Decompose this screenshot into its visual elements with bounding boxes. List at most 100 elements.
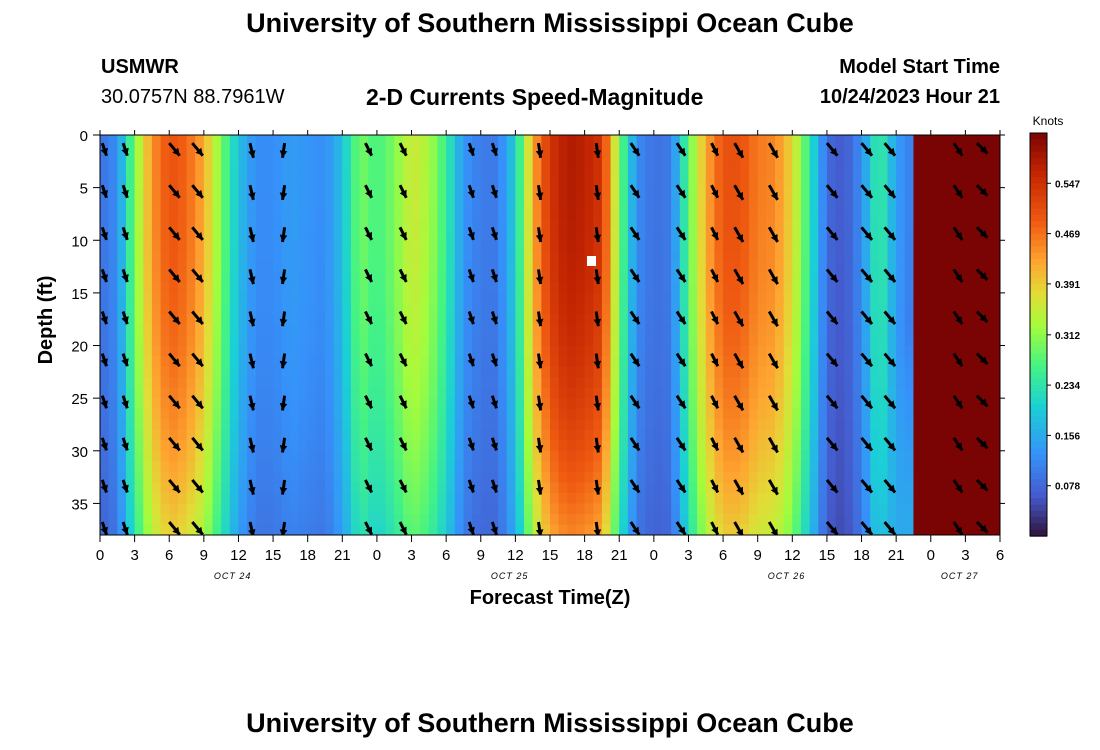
- heatmap-cell: [671, 313, 681, 326]
- heatmap-cell: [307, 187, 317, 199]
- heatmap-cell: [160, 440, 170, 452]
- heatmap-cell: [143, 303, 153, 315]
- heatmap-cell: [186, 513, 196, 526]
- heatmap-cell: [177, 398, 188, 410]
- heatmap-cell: [705, 471, 716, 483]
- heatmap-cell: [792, 208, 802, 220]
- heatmap-cell: [627, 324, 638, 336]
- heatmap-cell: [835, 271, 845, 283]
- heatmap-cell: [255, 303, 266, 315]
- heatmap-cell: [775, 513, 785, 526]
- heatmap-cell: [117, 208, 127, 220]
- heatmap-cell: [826, 408, 837, 420]
- heatmap-cell: [636, 513, 646, 526]
- heatmap-cell: [627, 440, 638, 452]
- heatmap-cell: [350, 440, 361, 452]
- heatmap-cell: [541, 387, 551, 399]
- heatmap-cell: [247, 240, 257, 252]
- heatmap-cell: [809, 240, 819, 252]
- heatmap-cell: [160, 335, 170, 347]
- heatmap-cell: [852, 313, 863, 326]
- heatmap-cell: [125, 387, 136, 399]
- heatmap-cell: [480, 324, 491, 336]
- heatmap-cell: [818, 366, 828, 378]
- heatmap-cell: [627, 282, 638, 294]
- heatmap-cell: [255, 398, 266, 410]
- heatmap-cell: [195, 387, 205, 399]
- heatmap-cell: [134, 250, 144, 262]
- heatmap-cell: [757, 292, 767, 305]
- heatmap-cell: [385, 429, 395, 441]
- heatmap-cell: [550, 387, 560, 399]
- heatmap-cell: [506, 492, 516, 505]
- heatmap-cell: [281, 198, 291, 210]
- heatmap-cell: [913, 282, 923, 294]
- heatmap-cell: [783, 145, 793, 157]
- heatmap-cell: [965, 292, 975, 305]
- heatmap-cell: [203, 303, 214, 315]
- colorbar-segment: [1030, 139, 1047, 147]
- heatmap-cell: [818, 524, 828, 535]
- heatmap-cell: [956, 166, 966, 178]
- heatmap-cell: [636, 398, 646, 410]
- heatmap-cell: [307, 524, 317, 535]
- heatmap-cell: [506, 513, 516, 526]
- heatmap-cell: [826, 450, 837, 462]
- heatmap-cell: [731, 166, 741, 178]
- heatmap-cell: [809, 313, 819, 326]
- heatmap-cell: [965, 366, 975, 378]
- heatmap-cell: [558, 524, 568, 535]
- heatmap-cell: [420, 356, 430, 368]
- heatmap-cell: [913, 156, 923, 168]
- heatmap-cell: [714, 324, 724, 336]
- heatmap-cell: [195, 377, 205, 389]
- heatmap-cell: [437, 387, 447, 399]
- heatmap-cell: [939, 408, 949, 420]
- heatmap-cell: [385, 282, 395, 294]
- heatmap-cell: [939, 398, 949, 410]
- x-tick-label: 0: [373, 547, 381, 564]
- colorbar-segment: [1030, 340, 1047, 348]
- heatmap-cell: [818, 156, 828, 168]
- heatmap-cell: [740, 356, 750, 368]
- heatmap-cell: [177, 145, 188, 157]
- heatmap-cell: [402, 240, 413, 252]
- heatmap-cell: [775, 524, 785, 535]
- heatmap-cell: [359, 335, 369, 347]
- heatmap-cell: [454, 261, 465, 273]
- heatmap-cell: [177, 377, 188, 389]
- heatmap-cell: [887, 177, 897, 189]
- heatmap-cell: [896, 208, 906, 220]
- heatmap-cell: [783, 366, 793, 378]
- current-arrowhead: [279, 276, 288, 285]
- heatmap-cell: [229, 219, 240, 231]
- heatmap-cell: [221, 450, 231, 462]
- heatmap-cell: [489, 429, 499, 441]
- heatmap-cell: [697, 429, 707, 441]
- heatmap-cell: [818, 166, 828, 178]
- current-arrowhead: [830, 526, 838, 535]
- current-arrowhead: [979, 398, 988, 407]
- heatmap-cell: [653, 356, 664, 368]
- current-arrowhead: [955, 442, 963, 451]
- heatmap-cell: [878, 440, 889, 452]
- heatmap-cell: [948, 513, 958, 526]
- heatmap-cell: [454, 177, 465, 189]
- heatmap-cell: [273, 292, 283, 305]
- heatmap-cell: [524, 440, 534, 452]
- heatmap-cell: [333, 135, 343, 147]
- heatmap-cell: [861, 208, 871, 220]
- heatmap-cell: [550, 292, 560, 305]
- colorbar-segment: [1030, 214, 1047, 222]
- heatmap-cell: [143, 482, 153, 494]
- heatmap-cell: [307, 471, 317, 483]
- heatmap-cell: [913, 229, 923, 241]
- heatmap-cell: [593, 324, 603, 336]
- heatmap-cell: [151, 198, 162, 210]
- heatmap-cell: [541, 450, 551, 462]
- current-arrow: [1012, 312, 1023, 323]
- heatmap-cell: [472, 461, 482, 473]
- heatmap-cell: [402, 482, 413, 494]
- current-arrowhead: [365, 189, 372, 198]
- heatmap-cell: [273, 503, 283, 515]
